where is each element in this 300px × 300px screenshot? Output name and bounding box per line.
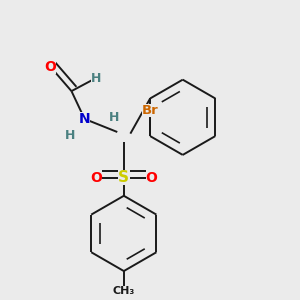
Text: H: H (65, 129, 75, 142)
Text: N: N (79, 112, 90, 126)
Text: O: O (146, 171, 158, 185)
Text: H: H (91, 71, 101, 85)
Text: S: S (118, 170, 129, 185)
Text: O: O (44, 60, 56, 74)
Text: H: H (109, 111, 119, 124)
Text: CH₃: CH₃ (113, 286, 135, 296)
Text: Br: Br (142, 104, 158, 117)
Text: O: O (90, 171, 102, 185)
